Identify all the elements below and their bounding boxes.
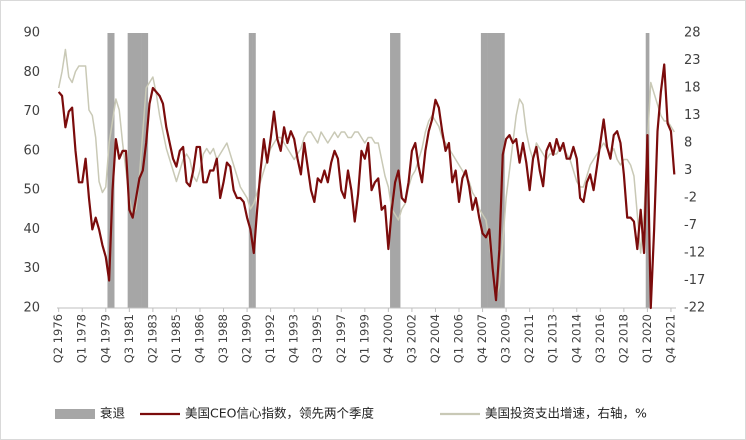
y2-tick-label: 28 <box>684 26 701 41</box>
x-tick-label: Q1 2020 <box>640 314 654 363</box>
recession-bar <box>484 33 488 308</box>
y-tick-label: 80 <box>23 65 40 80</box>
x-tick-label: Q2 1976 <box>51 314 65 363</box>
recession-bar <box>127 33 132 308</box>
legend-label: 衰退 <box>100 406 126 421</box>
series-line <box>57 63 676 310</box>
x-tick-label: Q3 1981 <box>122 314 136 363</box>
recession-bar <box>494 33 499 308</box>
legend-swatch <box>55 409 95 419</box>
x-tick-label: Q2 2018 <box>616 314 630 363</box>
y2-tick-label: -17 <box>684 273 705 288</box>
series-line <box>57 48 675 298</box>
recession-bar <box>107 33 112 308</box>
legend-label: 美国投资支出增速，右轴，% <box>485 406 647 421</box>
x-tick-label: Q3 2016 <box>593 314 607 363</box>
y2-tick-label: 13 <box>684 108 701 123</box>
x-tick-label: Q2 2004 <box>428 314 442 363</box>
x-tick-label: Q3 1995 <box>310 314 324 363</box>
y-tick-label: 90 <box>23 26 40 41</box>
y-tick-label: 60 <box>23 143 40 158</box>
y2-tick-label: -22 <box>684 301 705 316</box>
y-tick-label: 20 <box>23 301 40 316</box>
y-tick-label: 70 <box>23 104 40 119</box>
x-tick-label: Q3 1988 <box>216 314 230 363</box>
x-tick-label: Q2 2011 <box>522 314 536 363</box>
x-tick-label: Q4 1979 <box>98 314 112 363</box>
y2-tick-label: 3 <box>684 163 692 178</box>
recession-bar <box>480 33 485 308</box>
x-tick-label: Q1 2013 <box>546 314 560 363</box>
recession-bar <box>393 33 398 308</box>
recession-bar <box>131 33 135 308</box>
x-tick-label: Q4 2014 <box>569 314 583 363</box>
x-tick-label: Q1 1999 <box>357 314 371 363</box>
x-tick-label: Q2 1983 <box>145 314 159 363</box>
recession-bar <box>144 33 149 308</box>
recession-bar <box>252 33 256 308</box>
x-tick-label: Q1 1985 <box>169 314 183 363</box>
recession-bar <box>490 33 495 308</box>
y2-tick-label: 23 <box>684 53 701 68</box>
y2-tick-label: -7 <box>684 218 697 233</box>
y2-tick-label: 8 <box>684 136 692 151</box>
y2-tick-label: 18 <box>684 81 701 96</box>
x-tick-label: Q3 2002 <box>404 314 418 363</box>
recession-bar <box>497 33 502 308</box>
x-tick-label: Q4 2021 <box>663 314 677 363</box>
recession-bar <box>134 33 139 308</box>
y-tick-label: 50 <box>23 183 40 198</box>
x-tick-label: Q4 1986 <box>192 314 206 363</box>
y2-tick-label: -2 <box>684 191 697 206</box>
y-tick-label: 40 <box>23 222 40 237</box>
x-tick-label: Q1 2006 <box>452 314 466 363</box>
recession-bar <box>110 33 115 308</box>
recession-bar <box>390 33 394 308</box>
x-tick-label: Q2 1997 <box>334 314 348 363</box>
x-tick-label: Q2 1990 <box>240 314 254 363</box>
x-tick-label: Q1 1978 <box>75 314 89 363</box>
x-tick-label: Q4 1993 <box>287 314 301 363</box>
y-tick-label: 30 <box>23 261 40 276</box>
recession-bar <box>487 33 492 308</box>
x-tick-label: Q4 2007 <box>475 314 489 363</box>
recession-bar <box>248 33 253 308</box>
y2-tick-label: -12 <box>684 246 705 261</box>
x-tick-label: Q4 2000 <box>381 314 395 363</box>
legend-label: 美国CEO信心指数，领先两个季度 <box>185 406 374 421</box>
x-tick-label: Q1 1992 <box>263 314 277 363</box>
x-tick-label: Q3 2009 <box>499 314 513 363</box>
